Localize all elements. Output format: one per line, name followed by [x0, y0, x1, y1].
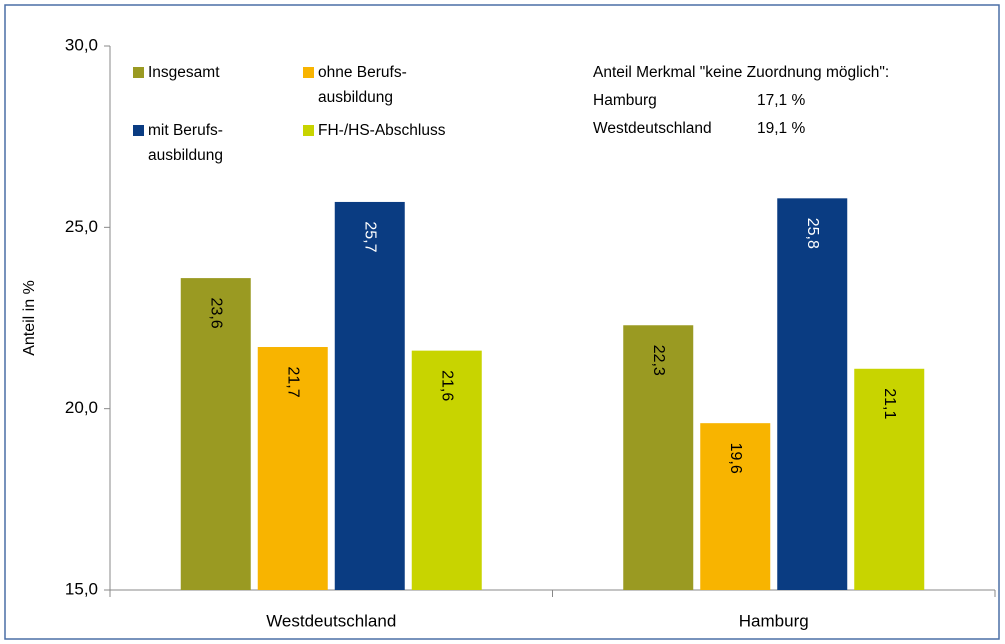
- legend-swatch: [133, 67, 144, 78]
- bar: [854, 368, 925, 590]
- y-axis-label: Anteil in %: [21, 280, 38, 356]
- annotation-label: Westdeutschland: [593, 120, 712, 137]
- bar: [180, 278, 251, 590]
- y-tick-label: 15,0: [65, 579, 98, 598]
- value-label: 21,1: [881, 388, 898, 419]
- bar: [334, 201, 405, 591]
- legend-swatch: [133, 125, 144, 136]
- bar: [777, 198, 848, 590]
- value-label: 25,8: [804, 218, 821, 249]
- value-label: 22,3: [650, 345, 667, 376]
- bar: [257, 347, 328, 590]
- annotation-value: 17,1 %: [757, 92, 806, 109]
- y-tick-label: 25,0: [65, 217, 98, 236]
- legend-label: ohne Berufs- ausbildung: [318, 64, 407, 106]
- legend-label: Insgesamt: [148, 64, 220, 81]
- value-label: 21,6: [439, 370, 456, 401]
- value-label: 19,6: [727, 443, 744, 474]
- annotation-title: Anteil Merkmal "keine Zuordnung möglich"…: [593, 64, 890, 81]
- y-tick-label: 30,0: [65, 35, 98, 54]
- value-label: 23,6: [208, 298, 225, 329]
- value-label: 21,7: [285, 366, 302, 397]
- legend-swatch: [303, 125, 314, 136]
- legend-swatch: [303, 67, 314, 78]
- value-label: 25,7: [362, 221, 379, 252]
- x-tick-label: Hamburg: [739, 611, 809, 630]
- bar: [623, 325, 694, 590]
- frame: [4, 4, 1000, 640]
- legend-label: mit Berufs- ausbildung: [148, 122, 223, 164]
- annotation-label: Hamburg: [593, 92, 657, 109]
- legend-label: FH-/HS-Abschluss: [318, 122, 446, 139]
- bar: [700, 423, 771, 590]
- bar: [411, 350, 482, 590]
- y-tick-label: 20,0: [65, 398, 98, 417]
- x-tick-label: Westdeutschland: [266, 611, 396, 630]
- annotation-value: 19,1 %: [757, 120, 806, 137]
